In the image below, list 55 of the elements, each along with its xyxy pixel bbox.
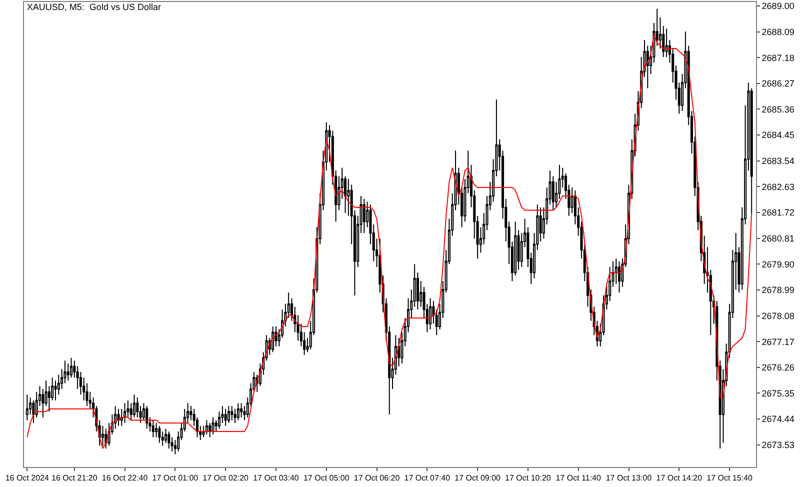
y-tick-label: 2675.35 xyxy=(762,388,794,398)
candlestick xyxy=(158,425,161,444)
x-tick-label: 17 Oct 05:00 xyxy=(303,474,350,483)
candlestick xyxy=(236,402,240,421)
x-tick-label: 17 Oct 02:20 xyxy=(202,474,250,483)
y-tick-label: 2687.18 xyxy=(762,52,794,63)
candlestick xyxy=(117,408,120,426)
x-tick-label: 17 Oct 13:00 xyxy=(606,474,652,483)
x-tick-label: 17 Oct 03:40 xyxy=(253,474,300,483)
candlestick xyxy=(618,260,621,294)
y-tick-label: 2683.54 xyxy=(762,156,794,166)
candlestick xyxy=(124,402,126,424)
y-tick-label: 2684.45 xyxy=(762,130,794,140)
x-tick-label: 17 Oct 07:40 xyxy=(404,474,451,483)
y-tick-label: 2685.36 xyxy=(762,104,794,114)
x-tick-label: 17 Oct 15:40 xyxy=(706,474,753,483)
candlestick xyxy=(362,198,366,234)
candlestick xyxy=(205,420,208,435)
candlestick xyxy=(212,416,214,435)
candlestick xyxy=(152,420,154,438)
x-tick-label: 16 Oct 2024 xyxy=(5,474,50,483)
candlestick xyxy=(230,406,234,421)
x-tick-label: 17 Oct 14:20 xyxy=(656,474,703,483)
y-tick-label: 2674.44 xyxy=(762,414,794,424)
candlestick xyxy=(168,431,170,450)
candlestick xyxy=(132,394,136,418)
y-tick-label: 2686.27 xyxy=(762,78,794,89)
candlestick xyxy=(240,402,243,418)
x-tick-label: 16 Oct 22:40 xyxy=(102,474,148,483)
candlestick xyxy=(272,326,274,353)
y-tick-label: 2682.63 xyxy=(762,182,794,192)
chart-title: XAUUSD, M5: Gold vs US Dollar xyxy=(26,2,161,12)
x-tick-label: 16 Oct 21:20 xyxy=(51,474,98,483)
y-tick-label: 2688.09 xyxy=(762,26,794,37)
y-tick-label: 2680.81 xyxy=(762,233,794,244)
x-tick-label: 17 Oct 09:00 xyxy=(454,474,502,483)
candlestick xyxy=(429,298,432,330)
x-tick-label: 17 Oct 10:20 xyxy=(505,474,552,483)
x-tick-label: 17 Oct 01:00 xyxy=(152,474,199,483)
candlestick xyxy=(70,357,73,378)
candlestick xyxy=(227,406,230,424)
y-tick-label: 2677.17 xyxy=(762,336,794,347)
y-tick-label: 2681.72 xyxy=(762,208,794,218)
candlestick xyxy=(26,394,28,421)
y-tick-label: 2689.00 xyxy=(762,1,794,12)
y-tick-label: 2673.53 xyxy=(762,440,794,450)
x-tick-label: 17 Oct 06:20 xyxy=(354,474,400,483)
y-tick-label: 2679.90 xyxy=(762,259,794,270)
line-series xyxy=(26,34,752,450)
candlestick xyxy=(146,406,148,430)
x-tick-label: 17 Oct 11:40 xyxy=(556,474,602,483)
y-tick-label: 2676.26 xyxy=(762,362,794,373)
y-tick-label: 2678.08 xyxy=(762,310,794,321)
candlestick xyxy=(224,408,227,426)
y-tick-label: 2678.99 xyxy=(762,285,794,296)
